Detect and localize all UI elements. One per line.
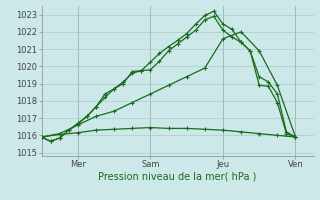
X-axis label: Pression niveau de la mer( hPa ): Pression niveau de la mer( hPa ) (99, 172, 257, 182)
